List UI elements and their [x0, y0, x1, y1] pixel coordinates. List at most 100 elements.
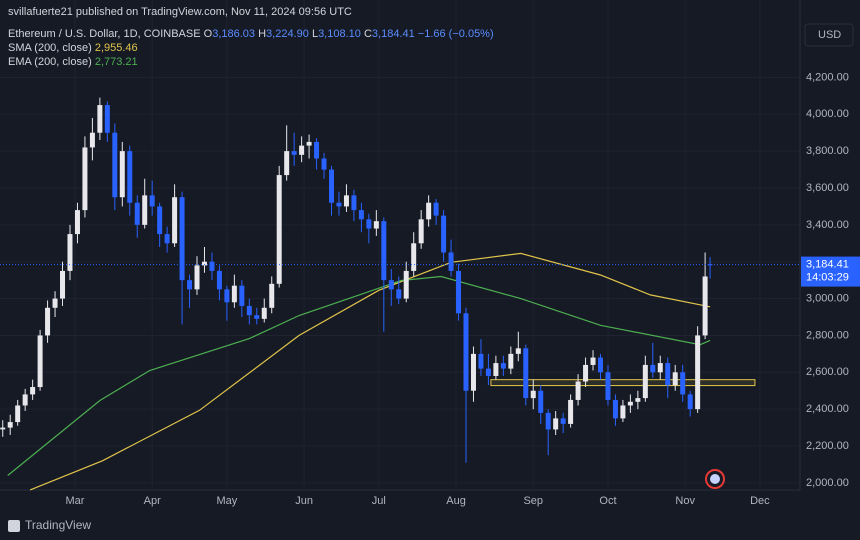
y-tick-label: 3,400.00: [806, 219, 849, 231]
candle-body: [627, 401, 633, 406]
brand: TradingView: [25, 518, 91, 532]
candle-body: [97, 105, 103, 133]
sma-value: 2,955.46: [94, 42, 138, 54]
candle-body: [695, 335, 701, 410]
candle-body: [284, 151, 290, 176]
candle-body: [52, 298, 58, 308]
candle-body: [187, 280, 193, 290]
x-tick-label: May: [217, 495, 238, 507]
candle-body: [261, 307, 267, 319]
candle-body: [254, 315, 260, 319]
last-price-label: 3,184.41: [806, 258, 849, 270]
candle-body: [119, 151, 125, 198]
candle-body: [590, 357, 596, 365]
candle-body: [635, 398, 641, 402]
legend-sma: SMA (200, close) 2,955.46: [8, 42, 138, 54]
candle-body: [127, 151, 133, 203]
y-tick-label: 2,200.00: [806, 440, 849, 452]
candle-body: [545, 412, 551, 430]
candle-body: [553, 418, 559, 430]
candle-body: [597, 357, 603, 373]
candle-body: [82, 147, 88, 211]
candle-body: [164, 234, 170, 244]
y-tick-label: 3,000.00: [806, 292, 849, 304]
x-tick-label: Oct: [599, 495, 616, 507]
y-tick-label: 2,000.00: [806, 477, 849, 489]
last-price-box: [801, 256, 860, 287]
candle-body: [642, 364, 648, 399]
candle-body: [336, 202, 342, 207]
event-marker[interactable]: [705, 469, 725, 489]
candle-body: [560, 418, 566, 424]
x-tick-label: Aug: [446, 495, 466, 507]
candle-body: [568, 399, 574, 424]
candle-body: [276, 175, 282, 284]
x-tick-label: Apr: [144, 495, 161, 507]
event-icon: [710, 474, 720, 484]
candle-body: [231, 285, 237, 303]
ohlc-value: 3,224.90: [266, 28, 309, 40]
candle-body: [418, 219, 424, 244]
candle-body: [291, 151, 297, 155]
candle-body: [15, 405, 21, 423]
legend-ema: EMA (200, close) 2,773.21: [8, 56, 138, 68]
x-tick-label: Dec: [750, 495, 770, 507]
candle-body: [575, 381, 581, 400]
candle-body: [403, 270, 409, 299]
candle-body: [329, 169, 335, 203]
candle-body: [388, 280, 394, 290]
sma-line: [29, 252, 711, 491]
candle-body: [224, 289, 230, 303]
candle-body: [179, 197, 185, 281]
candle-body: [456, 270, 462, 314]
candle-body: [707, 264, 713, 266]
ohlc-value: 3,184.41: [371, 28, 415, 40]
candle-body: [605, 372, 611, 400]
candle-body: [665, 363, 671, 386]
y-tick-label: 2,600.00: [806, 366, 849, 378]
x-tick-label: Jul: [372, 495, 386, 507]
candle-body: [37, 335, 43, 388]
countdown: 14:03:29: [806, 271, 849, 283]
candle-body: [657, 363, 663, 373]
ohlc: O3,186.03 H3,224.90 L3,108.10 C3,184.41: [204, 28, 418, 40]
candle-body: [366, 219, 372, 229]
support-zone: [490, 379, 756, 387]
candle-body: [463, 313, 469, 391]
candle-body: [7, 422, 13, 428]
candle-body: [269, 283, 275, 308]
candle-body: [157, 206, 163, 235]
y-tick-label: 4,200.00: [806, 71, 849, 83]
candle-body: [239, 285, 245, 306]
candle-body: [478, 353, 484, 369]
candle-body: [523, 348, 529, 399]
candle-body: [45, 307, 51, 336]
x-tick-label: Mar: [65, 495, 84, 507]
candle-body: [373, 221, 379, 229]
change: −1.66 (−0.05%): [417, 28, 494, 40]
x-tick-label: Nov: [675, 495, 695, 507]
candle-body: [246, 305, 252, 316]
candle-body: [530, 390, 536, 399]
candle-body: [381, 221, 387, 281]
brand-logo: [8, 520, 20, 532]
candle-body: [30, 387, 36, 395]
candle-body: [650, 364, 656, 373]
candle-body: [500, 363, 506, 369]
candle-body: [612, 399, 618, 419]
candle-body: [351, 195, 357, 211]
candle-body: [172, 197, 178, 244]
legend-main: Ethereum / U.S. Dollar, 1D, COINBASE O3,…: [8, 28, 494, 40]
y-tick-label: 2,400.00: [806, 403, 849, 415]
publisher: svillafuerte21 published on TradingView.…: [8, 6, 352, 18]
candle-body: [0, 427, 6, 430]
currency-button[interactable]: [804, 23, 854, 47]
ohlc-label: L: [311, 28, 319, 40]
candle-body: [358, 210, 364, 220]
candle-body: [620, 405, 626, 419]
candle-body: [194, 265, 200, 290]
candle-body: [396, 289, 402, 299]
candle-body: [60, 270, 66, 299]
